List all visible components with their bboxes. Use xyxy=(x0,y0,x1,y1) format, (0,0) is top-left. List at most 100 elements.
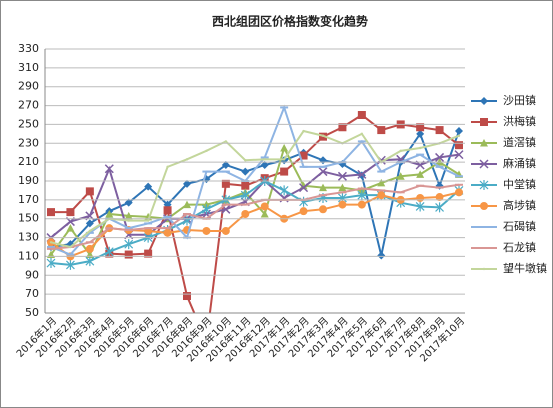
marker xyxy=(435,126,444,135)
marker xyxy=(302,129,305,133)
y-tick-label: 270 xyxy=(18,99,39,112)
marker xyxy=(357,200,366,209)
y-tick-label: 330 xyxy=(18,42,39,55)
y-tick-label: 290 xyxy=(18,80,39,93)
marker xyxy=(85,256,95,267)
marker xyxy=(482,267,486,271)
legend-label: 高埗镇 xyxy=(503,198,536,212)
marker xyxy=(66,224,75,232)
marker xyxy=(454,150,464,160)
series-line xyxy=(50,183,460,250)
marker xyxy=(163,206,172,215)
legend-label: 洪梅镇 xyxy=(503,114,536,128)
series-line xyxy=(51,113,460,313)
marker xyxy=(66,259,75,270)
marker xyxy=(124,250,133,259)
marker xyxy=(244,159,247,162)
marker xyxy=(124,239,134,250)
marker xyxy=(480,139,488,147)
marker xyxy=(357,169,367,179)
legend-label: 沙田镇 xyxy=(503,93,536,107)
marker xyxy=(480,97,488,105)
legend-label: 望牛墩镇 xyxy=(503,261,547,275)
y-tick-label: 190 xyxy=(18,174,39,187)
y-tick-label: 110 xyxy=(18,249,39,262)
marker xyxy=(104,164,114,174)
marker xyxy=(221,160,230,169)
marker xyxy=(338,123,347,132)
marker xyxy=(377,251,386,260)
marker xyxy=(260,160,269,169)
marker xyxy=(338,200,347,209)
marker xyxy=(357,111,366,119)
y-tick-label: 130 xyxy=(18,231,39,244)
marker xyxy=(299,151,308,160)
marker xyxy=(88,229,92,233)
marker xyxy=(318,167,328,177)
marker xyxy=(319,183,327,192)
marker xyxy=(241,167,250,176)
marker xyxy=(415,201,425,212)
marker xyxy=(435,152,445,162)
marker xyxy=(144,182,153,191)
marker xyxy=(260,210,269,218)
legend-label: 石碣镇 xyxy=(503,219,536,233)
marker xyxy=(202,204,211,215)
marker xyxy=(360,132,364,136)
marker xyxy=(418,146,422,150)
legend-label: 石龙镇 xyxy=(503,240,536,254)
marker xyxy=(202,226,211,235)
marker xyxy=(299,207,308,216)
y-tick-label: 150 xyxy=(18,212,39,225)
marker xyxy=(282,158,286,161)
marker xyxy=(163,228,172,237)
marker xyxy=(47,208,55,217)
marker xyxy=(183,292,191,301)
legend-label: 中堂镇 xyxy=(503,177,536,191)
marker xyxy=(46,258,56,269)
marker xyxy=(280,144,289,152)
marker xyxy=(146,219,150,222)
marker xyxy=(221,226,230,235)
marker xyxy=(124,211,133,220)
marker xyxy=(241,181,250,190)
marker xyxy=(263,158,266,161)
marker xyxy=(416,170,425,178)
marker xyxy=(66,208,75,217)
marker xyxy=(85,187,94,196)
marker xyxy=(396,172,405,180)
y-tick-label: 210 xyxy=(18,155,39,168)
marker xyxy=(104,246,114,257)
marker xyxy=(166,165,169,169)
y-tick-label: 90 xyxy=(25,268,39,281)
marker xyxy=(182,215,192,226)
marker xyxy=(221,179,230,188)
plot-area xyxy=(46,104,464,313)
marker xyxy=(377,191,386,200)
marker xyxy=(105,210,114,218)
marker xyxy=(479,180,489,190)
marker xyxy=(377,178,386,187)
marker xyxy=(337,171,347,181)
marker xyxy=(435,193,444,202)
marker xyxy=(480,118,488,126)
y-tick-label: 70 xyxy=(25,287,39,300)
y-tick-label: 50 xyxy=(25,306,39,319)
legend-label: 道滘镇 xyxy=(503,135,536,149)
marker xyxy=(480,202,488,210)
marker xyxy=(205,149,208,153)
y-tick-label: 250 xyxy=(18,117,39,130)
marker xyxy=(416,129,425,138)
marker xyxy=(319,205,327,214)
marker xyxy=(85,244,94,253)
marker xyxy=(299,181,308,190)
marker xyxy=(260,202,269,211)
marker xyxy=(69,245,72,249)
marker xyxy=(357,190,367,201)
marker xyxy=(416,193,425,202)
marker xyxy=(185,158,189,161)
marker xyxy=(455,127,463,136)
marker xyxy=(124,198,133,207)
marker xyxy=(144,249,153,258)
marker xyxy=(280,167,289,176)
